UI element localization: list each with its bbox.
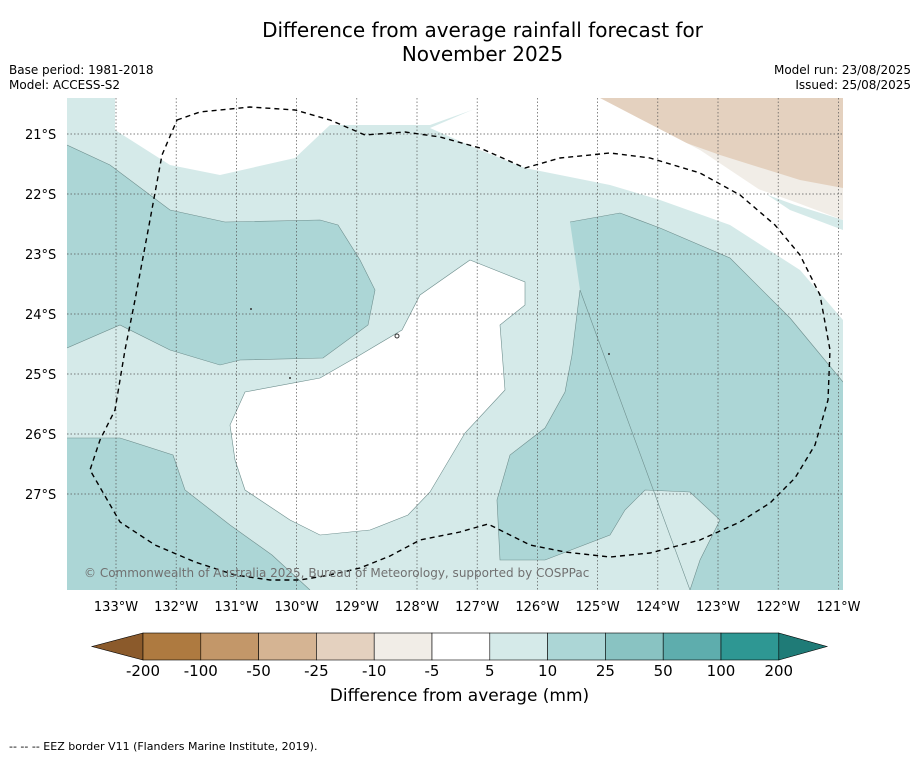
contour-lines [67,144,843,590]
latitude-label: 26°S [25,428,56,443]
contour-central [229,259,526,536]
longitude-label: 133°W [94,600,138,615]
eez-legend-note: -- -- -- EEZ border V11 (Flanders Marine… [9,740,318,753]
colorbar-segment [662,632,722,661]
longitude-label: 132°W [154,600,198,615]
title-line-2: November 2025 [401,42,564,66]
white-region-northwest [115,98,500,175]
colorbar-tick-label: -200 [126,662,160,680]
colorbar-extend-high [778,632,829,661]
latitude-label: 25°S [25,368,56,383]
colorbar-tick-label: -50 [246,662,271,680]
longitude-label: 125°W [576,600,620,615]
colorbar-segment [316,632,375,661]
meta-right: Model run: 23/08/2025 Issued: 25/08/2025 [774,63,911,93]
longitude-label: 129°W [335,600,379,615]
island-dot-1 [250,308,252,310]
rainfall-map: © Commonwealth of Australia 2025, Bureau… [25,98,861,680]
island-dot-2 [289,377,291,379]
latitude-label: 23°S [25,248,56,263]
colorbar-tick-label: 25 [596,662,615,680]
colorbar-segment [547,632,606,661]
colorbar-segment [142,632,202,661]
colorbar-extend-low [90,632,144,661]
latitude-label: 24°S [25,308,56,323]
gridlines [67,98,843,590]
longitude-label: 126°W [515,600,559,615]
colorbar-segment [258,632,317,661]
longitude-labels: 133°W 132°W 131°W 130°W 129°W 128°W 127°W 126°W… [94,600,861,615]
model-name: Model: ACCESS-S2 [9,78,121,92]
eez-border [89,106,831,581]
island-dot-3 [608,353,610,355]
colorbar-segment [605,632,664,661]
latitude-label: 27°S [25,488,56,503]
latitude-labels: 21°S 22°S 23°S 24°S 25°S 26°S 27°S [25,128,56,503]
colorbar-ticks: -200 -100 -50 -25 -10 -5 5 10 25 50 100 200 [126,662,793,680]
copyright-text: © Commonwealth of Australia 2025, Bureau… [84,566,589,580]
longitude-label: 128°W [395,600,439,615]
latitude-label: 22°S [25,188,56,203]
mid-teal-region-east [497,213,843,590]
contour-southwest [67,437,311,590]
white-region-north [430,98,843,320]
colorbar-tick-label: 5 [485,662,495,680]
colorbar-tick-label: 10 [538,662,557,680]
longitude-label: 123°W [696,600,740,615]
colorbar-segment [489,632,548,661]
colorbar-tick-label: -25 [304,662,329,680]
longitude-label: 122°W [756,600,800,615]
white-region-central [230,260,525,535]
colorbar-tick-label: 50 [654,662,673,680]
mid-teal-region-southwest [67,438,310,590]
island-dot-4 [394,333,400,339]
colorbar [90,632,829,661]
mid-teal-region-west [67,145,375,365]
longitude-label: 121°W [816,600,860,615]
colorbar-segment [431,632,491,661]
base-period: Base period: 1981-2018 [9,63,154,77]
map-area [67,98,843,590]
longitude-label: 127°W [455,600,499,615]
contour-east [496,212,843,590]
colorbar-tick-label: 200 [764,662,793,680]
colorbar-tick-label: -5 [425,662,440,680]
issued-date: Issued: 25/08/2025 [795,78,911,92]
latitude-label: 21°S [25,128,56,143]
longitude-label: 131°W [214,600,258,615]
longitude-label: 130°W [275,600,319,615]
colorbar-tick-label: 100 [707,662,736,680]
meta-left: Base period: 1981-2018 Model: ACCESS-S2 [9,63,154,93]
colorbar-tick-label: -100 [184,662,218,680]
title-line-1: Difference from average rainfall forecas… [262,18,703,42]
colorbar-label: Difference from average (mm) [329,686,590,706]
longitude-label: 124°W [636,600,680,615]
colorbar-tick-label: -10 [362,662,387,680]
colorbar-segment [200,632,259,661]
map-title: Difference from average rainfall forecas… [0,18,919,66]
colorbar-segment [373,632,433,661]
colorbar-segment [720,632,780,661]
contour-west [67,144,376,366]
model-run: Model run: 23/08/2025 [773,63,911,77]
